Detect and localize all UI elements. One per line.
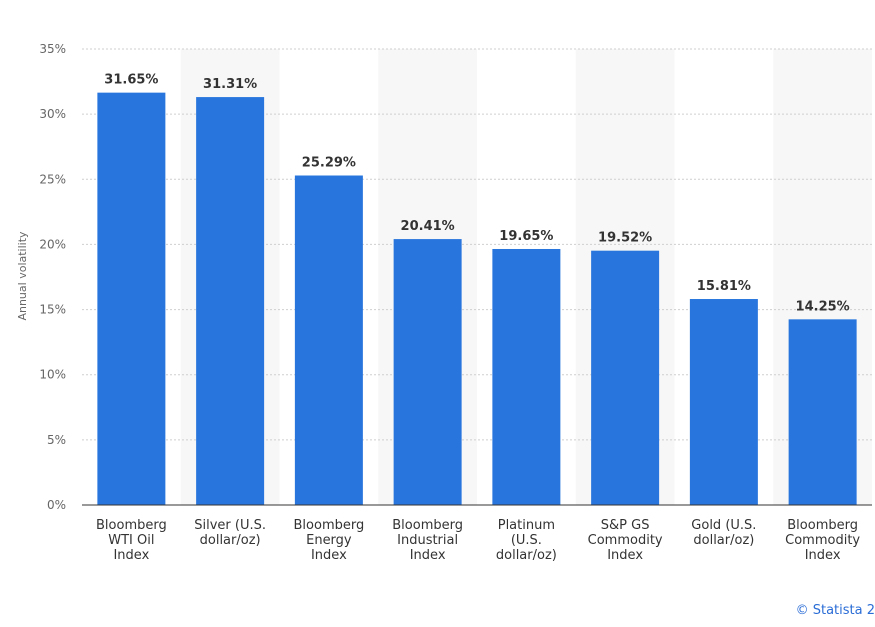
value-label: 15.81% <box>697 279 751 294</box>
value-label: 31.31% <box>203 77 257 92</box>
bar <box>393 239 462 505</box>
category-label: Platinum (U.S. dollar/oz) <box>496 518 557 563</box>
value-label: 19.52% <box>598 231 652 246</box>
value-label: 20.41% <box>401 219 455 234</box>
category-labels: Bloomberg WTI Oil Index Silver (U.S. dollar/… <box>96 518 860 563</box>
value-label: 14.25% <box>796 299 850 314</box>
bar <box>196 97 265 505</box>
bar <box>97 92 166 505</box>
bars <box>97 92 857 505</box>
y-tick-label: 0% <box>47 498 66 512</box>
category-label: Silver (U.S. dollar/oz) <box>194 518 266 548</box>
value-labels: 31.65% 31.31% 25.29% 20.41% 19.65% 19.52% 15.8… <box>104 73 849 315</box>
category-label: Gold (U.S. dollar/oz) <box>691 518 756 548</box>
y-tick-label: 35% <box>39 42 66 56</box>
category-label: Bloomberg WTI Oil Index <box>96 518 167 563</box>
category-label: Bloomberg Industrial Index <box>392 518 463 563</box>
category-label: Bloomberg Energy Index <box>294 518 365 563</box>
y-tick-label: 20% <box>39 237 66 251</box>
bar <box>689 299 758 505</box>
y-tick-label: 5% <box>47 433 66 447</box>
value-label: 19.65% <box>499 229 553 244</box>
bar <box>788 319 857 505</box>
y-axis-ticks: 0% 5% 10% 15% 20% 25% 30% 35% <box>39 42 66 512</box>
value-label: 31.65% <box>104 73 158 88</box>
category-label: S&P GS Commodity Index <box>588 518 663 563</box>
y-tick-label: 25% <box>39 172 66 186</box>
y-tick-label: 10% <box>39 368 66 382</box>
bar <box>294 175 363 505</box>
value-label: 25.29% <box>302 156 356 171</box>
bar <box>492 248 561 505</box>
statista-credit-link[interactable]: © Statista 2 <box>795 603 875 618</box>
y-axis-label: Annual volatility <box>16 231 29 321</box>
y-tick-label: 15% <box>39 303 66 317</box>
y-tick-label: 30% <box>39 107 66 121</box>
category-label: Bloomberg Commodity Index <box>785 518 860 563</box>
bar <box>591 250 660 505</box>
